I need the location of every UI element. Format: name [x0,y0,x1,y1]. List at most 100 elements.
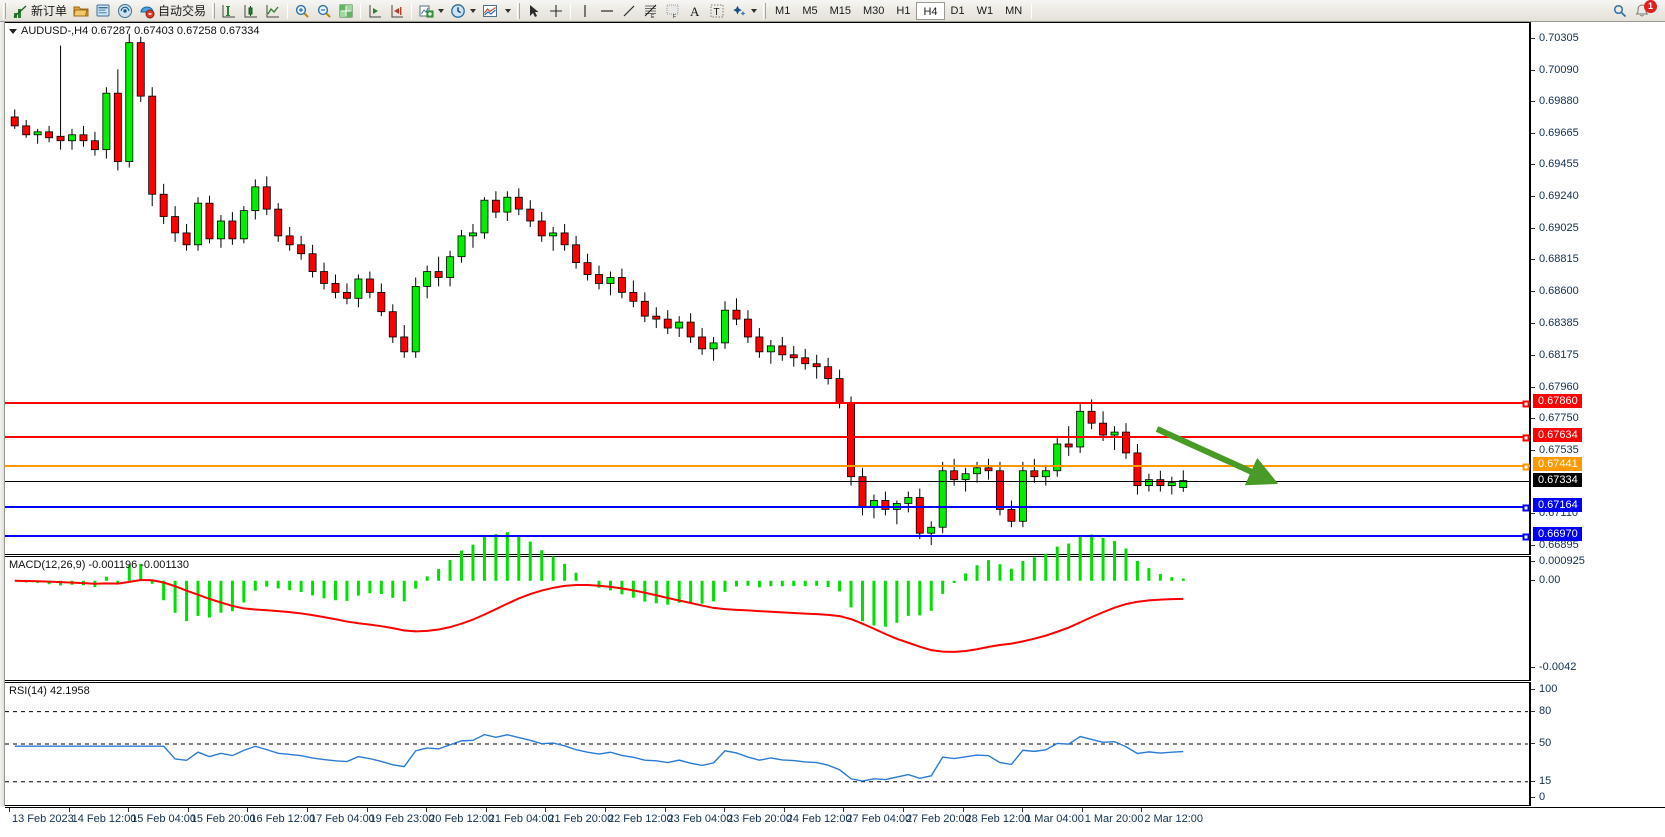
svg-text:F: F [673,14,676,19]
time-label: 24 Feb 12:00 [786,813,852,825]
timeframe-h4[interactable]: H4 [916,1,945,20]
chevron-down-icon[interactable] [505,8,512,13]
data-window-button[interactable] [335,1,357,21]
resistance-line-67634[interactable] [5,434,1530,442]
price-pane[interactable]: AUDUSD-,H4 0.67287 0.67403 0.67258 0.673… [5,22,1530,555]
toolbar-grip-4[interactable] [763,2,767,19]
fibonacci-button[interactable]: E [640,1,662,21]
zoom-out-button[interactable] [313,1,335,21]
macd-scale[interactable]: 0.000925 0.00 -0.0042 [1530,555,1665,681]
folder-button[interactable] [70,1,92,21]
line-handle[interactable] [1522,400,1530,408]
shift-end-button[interactable] [386,1,408,21]
line-handle[interactable] [1522,463,1530,471]
shift-start-button[interactable] [364,1,386,21]
candle-chart-button[interactable] [240,1,262,21]
objects-button[interactable] [728,1,760,21]
toolbar-grip-3[interactable] [517,2,521,19]
time-tick [664,808,666,812]
templates-dropdown[interactable] [501,1,514,21]
crosshair-button[interactable] [545,1,567,21]
time-tick [1022,808,1024,812]
resistance-line-67860[interactable] [5,400,1530,408]
toolbar-separator-3 [411,2,413,19]
price-tag-066970[interactable]: 0.66970 [1533,526,1582,541]
period-button[interactable] [447,1,479,21]
zoom-out-icon [317,4,331,18]
time-label: 27 Feb 20:00 [905,813,971,825]
time-scale[interactable]: 13 Feb 2023 14 Feb 12:00 15 Feb 04:00 15 Fe… [5,807,1665,837]
horizontal-line-button[interactable] [596,1,618,21]
support-line-67164[interactable] [5,504,1530,512]
time-label: 20 Feb 12:00 [429,813,494,825]
toolbar-grip-2[interactable] [212,2,216,19]
macd-pane[interactable]: MACD(12,26,9) -0.001196 -0.001130 [5,532,1530,681]
text-label-button[interactable]: T [706,1,728,21]
chevron-down-icon[interactable] [438,8,445,13]
time-tick [962,808,964,812]
timeframe-m5[interactable]: M5 [802,4,818,17]
toolbar-separator [287,2,289,19]
price-tag-067164[interactable]: 0.67164 [1533,497,1582,512]
auto-trading-button[interactable]: 自动交易 [136,1,209,21]
price-scale[interactable]: 0.70305 0.70090 0.69880 0.69665 0.69455 0.692… [1530,22,1665,555]
chart-area[interactable]: AUDUSD-,H4 0.67287 0.67403 0.67258 0.673… [0,22,1665,837]
timeframe-w1[interactable]: W1 [976,4,994,17]
price-tick: 0.68175 [1531,349,1579,361]
price-tag-067860[interactable]: 0.67860 [1533,394,1582,409]
support-line-66970[interactable] [5,533,1530,541]
timeframe-m1[interactable]: M1 [775,4,791,17]
price-tick: 0.69880 [1531,95,1579,107]
line-handle[interactable] [1522,504,1530,512]
fibo-fan-icon: F [666,4,679,19]
time-label: 19 Feb 23:00 [369,813,435,825]
search-button[interactable] [1609,1,1631,21]
line-chart-button[interactable] [262,1,284,21]
chevron-down-icon[interactable] [470,8,477,13]
time-tick [604,808,606,812]
time-label: 21 Feb 20:00 [548,813,614,825]
line-handle[interactable] [1522,533,1530,541]
alerts-bell-wrap[interactable]: 1 [1634,0,1657,20]
time-tick [1141,808,1143,812]
time-label: 2 Mar 12:00 [1144,813,1204,825]
add-indicator-button[interactable] [415,1,447,21]
price-tag-067441[interactable]: 0.67441 [1533,456,1582,471]
timeframe-h1[interactable]: H1 [896,4,911,17]
timeframe-d1[interactable]: D1 [950,4,965,17]
toolbar-grip[interactable] [3,2,6,19]
zoom-in-button[interactable] [291,1,313,21]
timeframe-mn[interactable]: MN [1005,4,1023,17]
toolbar-separator-4 [570,2,572,19]
line-handle[interactable] [1522,434,1530,442]
pivot-line-67441[interactable] [5,463,1530,471]
fibonacci-fan-button[interactable]: F [662,1,684,21]
signals-icon [118,3,133,18]
bar-chart-button[interactable] [218,1,240,21]
rsi-pane[interactable]: RSI(14) 42.1958 [5,682,1530,806]
price-tick: 0.69665 [1531,127,1579,139]
vertical-line-button[interactable] [574,1,596,21]
chevron-down-icon[interactable] [751,8,758,13]
terminal-icon [96,4,110,16]
time-tick [9,808,10,812]
trendline-button[interactable] [618,1,640,21]
templates-button[interactable] [479,1,501,21]
cursor-button[interactable] [523,1,545,21]
timeframe-m30[interactable]: M30 [863,4,885,17]
timeframe-m15[interactable]: M15 [829,4,851,17]
terminal-button[interactable] [92,1,114,21]
svg-text:T: T [714,7,720,18]
chart-left-rail [0,22,5,806]
alerts-button[interactable]: 1 [1631,0,1659,21]
new-order-button[interactable]: 新订单 [9,1,70,21]
signals-button[interactable] [114,1,136,21]
vline-icon [584,4,586,17]
time-tick [1081,808,1083,812]
price-tag-067334[interactable]: 0.67334 [1533,472,1582,487]
price-candles [10,33,1188,546]
price-tag-067634[interactable]: 0.67634 [1533,427,1582,442]
text-button[interactable]: A [684,1,706,21]
rsi-scale[interactable]: 100 80 50 15 0 [1530,682,1665,806]
